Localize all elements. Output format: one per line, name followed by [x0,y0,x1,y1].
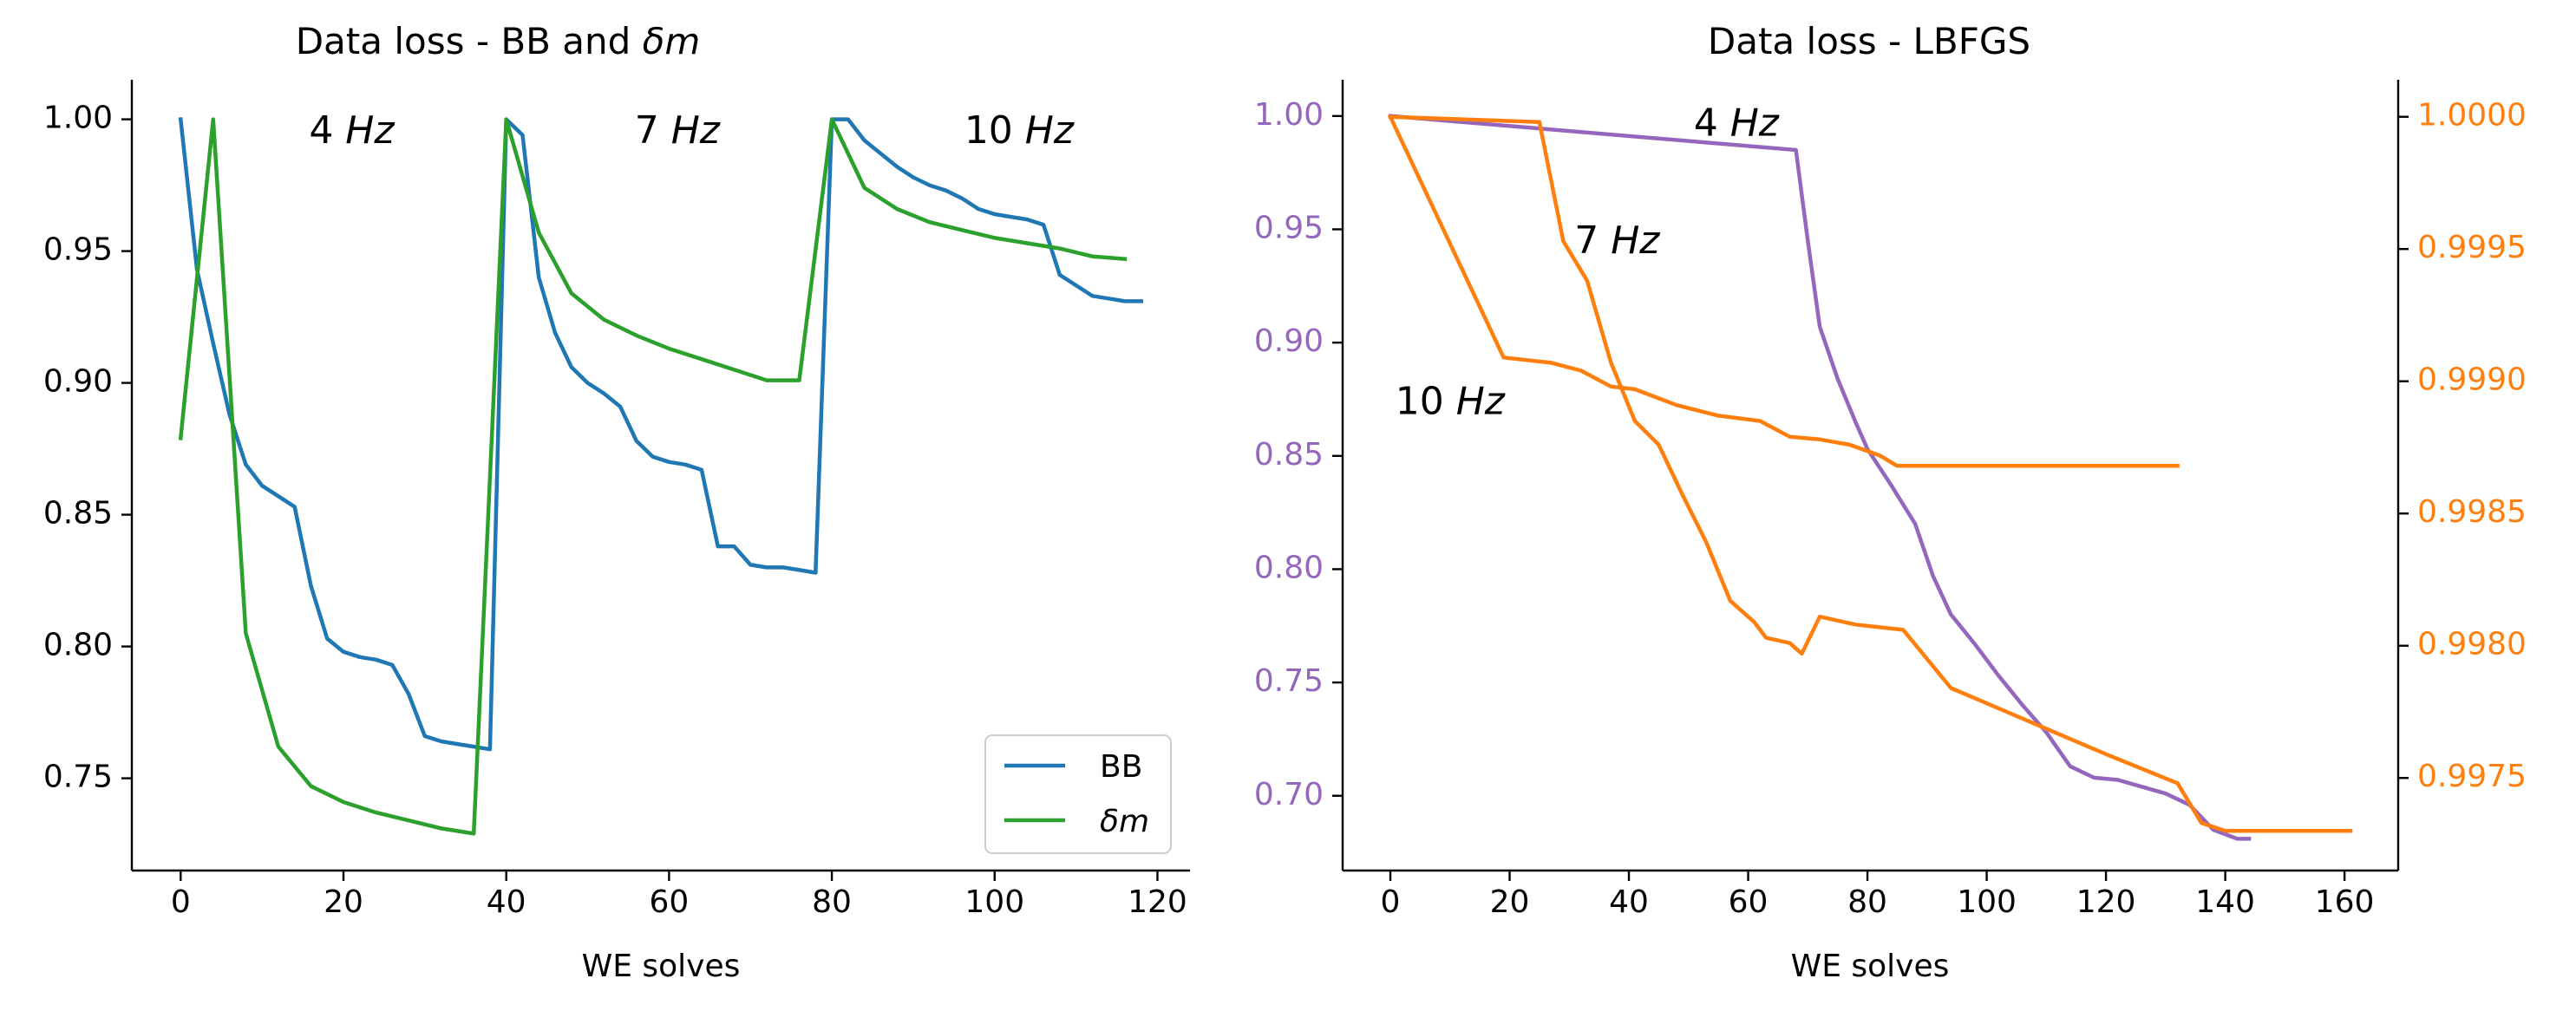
y-axis-ticks-right: 0.9975 0.9980 0.9985 0.9990 0.9995 1.0000 [2398,98,2527,794]
x-axis-ticks: 0 20 40 60 80 100 120 [171,871,1187,920]
series-line-2 [1388,114,2180,468]
y-tick-label: 0.9980 [2417,627,2527,662]
y-tick-label: 0.9990 [2417,362,2527,398]
y-tick-label: 0.9975 [2417,759,2527,794]
y-tick-label: 0.95 [43,232,113,268]
y-tick-label: 0.9995 [2417,230,2527,265]
y-tick-label: 0.75 [43,760,113,795]
chart-lbfgs: Data loss - LBFGS 4 Hz 7 Hz 10 Hz 0 20 40 60 8… [1254,20,2527,984]
frequency-annotations: 4 Hz 7 Hz 10 Hz [309,108,1075,153]
y-tick-label: 1.0000 [2417,98,2527,134]
x-tick-label: 160 [2315,884,2375,920]
x-tick-label: 100 [964,884,1024,920]
frequency-annotation: 7 Hz [1574,219,1660,263]
series-line-1 [178,117,1128,836]
y-tick-label: 0.95 [1254,210,1324,245]
frequency-annotation: 10 Hz [1396,380,1506,424]
y-tick-label: 0.80 [1254,550,1324,585]
legend-label-dm: δm [1100,804,1149,839]
x-tick-label: 0 [171,884,191,920]
x-tick-label: 100 [1957,884,2017,920]
x-tick-label: 60 [649,884,689,920]
series-line-0 [1388,114,2252,841]
x-tick-label: 60 [1729,884,1769,920]
y-tick-label: 1.00 [43,101,113,136]
y-tick-label: 0.70 [1254,777,1324,812]
y-tick-label: 0.90 [43,364,113,400]
x-axis-label: WE solves [582,949,741,984]
x-tick-label: 140 [2195,884,2255,920]
x-axis-ticks: 0 20 40 60 80 100 120 140 160 [1381,871,2375,920]
frequency-annotation: 7 Hz [635,108,721,153]
frequency-annotation: 4 Hz [1694,101,1780,145]
x-tick-label: 0 [1381,884,1401,920]
x-tick-label: 20 [324,884,363,920]
series-line-1 [1388,114,2353,833]
x-tick-label: 80 [812,884,852,920]
x-tick-label: 120 [2076,884,2136,920]
x-tick-label: 120 [1128,884,1187,920]
x-tick-label: 40 [1609,884,1649,920]
legend: BB δm [984,734,1172,854]
x-tick-label: 20 [1490,884,1530,920]
y-tick-label: 0.85 [43,496,113,532]
frequency-annotation: 10 Hz [964,108,1075,153]
frequency-annotation: 4 Hz [309,108,395,153]
series-line-0 [178,117,1143,752]
x-tick-label: 80 [1847,884,1887,920]
frequency-annotations: 4 Hz 7 Hz 10 Hz [1396,101,1780,423]
y-tick-label: 0.90 [1254,323,1324,359]
chart-title: Data loss - BB and δm [296,20,701,62]
chart-title: Data loss - LBFGS [1708,20,2030,62]
series-group [178,117,1143,836]
x-tick-label: 40 [487,884,526,920]
y-tick-label: 0.85 [1254,437,1324,473]
series-group [1388,114,2353,841]
y-tick-label: 0.9985 [2417,494,2527,530]
y-tick-label: 1.00 [1254,97,1324,133]
y-tick-label: 0.75 [1254,663,1324,699]
y-tick-label: 0.80 [43,628,113,663]
chart-bb-dm: Data loss - BB and δm 4 Hz 7 Hz 10 Hz 0 20 4… [43,20,1190,984]
x-axis-label: WE solves [1791,949,1950,984]
y-axis-ticks-left: 0.70 0.75 0.80 0.85 0.90 0.95 1.00 [1254,97,1343,812]
y-axis-ticks: 0.75 0.80 0.85 0.90 0.95 1.00 [43,101,132,795]
legend-label-bb: BB [1100,749,1142,785]
